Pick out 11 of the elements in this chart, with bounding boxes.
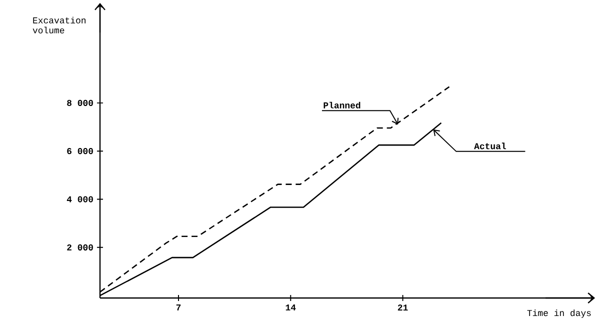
- x-tick-label: 14: [286, 304, 296, 310]
- y-tick-label: 6 000: [67, 148, 93, 154]
- y-tick-label: 4 000: [66, 196, 93, 202]
- x-axis-title: Time in days: [527, 309, 591, 318]
- y-tick-label: 2 000: [67, 244, 93, 250]
- y-tick-label: 8 000: [67, 100, 93, 106]
- x-tick-label: 7: [176, 304, 181, 310]
- annotation: Actual: [474, 142, 506, 150]
- y-axis-title: Excavation volume: [32, 16, 86, 34]
- annotation: Planned: [324, 102, 360, 108]
- x-tick-label: 21: [398, 304, 408, 311]
